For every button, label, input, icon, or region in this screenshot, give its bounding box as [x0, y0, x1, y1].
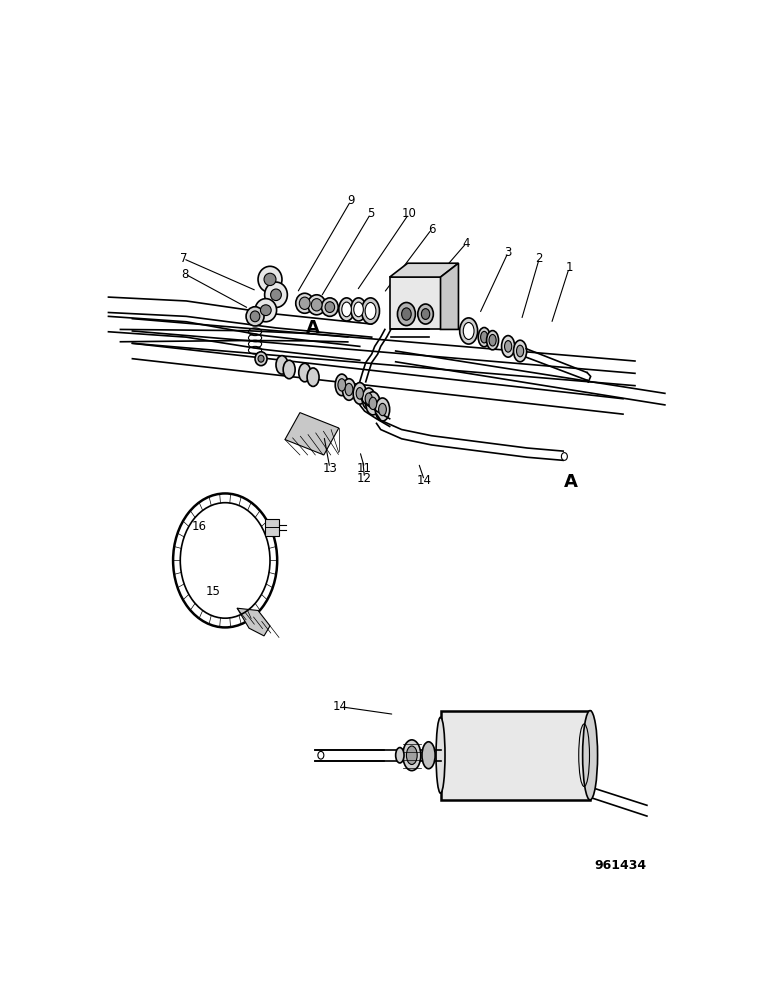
Text: A: A	[564, 473, 577, 491]
Text: 3: 3	[504, 246, 512, 259]
Text: 961434: 961434	[594, 859, 646, 872]
Text: 12: 12	[357, 472, 372, 485]
Ellipse shape	[365, 302, 376, 319]
Ellipse shape	[422, 309, 430, 319]
Text: 11: 11	[357, 462, 372, 475]
Ellipse shape	[401, 308, 411, 320]
Ellipse shape	[255, 299, 276, 322]
Ellipse shape	[356, 388, 364, 399]
Ellipse shape	[361, 298, 380, 324]
Bar	[265, 519, 279, 536]
Ellipse shape	[353, 383, 367, 404]
Ellipse shape	[378, 403, 386, 416]
Bar	[441, 711, 590, 800]
Ellipse shape	[486, 331, 499, 350]
Ellipse shape	[264, 273, 276, 286]
Ellipse shape	[258, 355, 264, 362]
Ellipse shape	[375, 398, 390, 421]
Ellipse shape	[502, 336, 515, 357]
Text: A: A	[306, 319, 320, 337]
Ellipse shape	[478, 328, 490, 347]
Ellipse shape	[345, 383, 353, 396]
Polygon shape	[237, 608, 270, 636]
Text: 15: 15	[205, 585, 221, 598]
Text: 16: 16	[192, 520, 207, 533]
Ellipse shape	[311, 299, 322, 311]
Ellipse shape	[583, 711, 598, 800]
Ellipse shape	[342, 302, 351, 317]
Ellipse shape	[318, 751, 324, 759]
Text: 14: 14	[333, 700, 348, 713]
Ellipse shape	[308, 295, 326, 315]
Ellipse shape	[300, 297, 310, 309]
Ellipse shape	[260, 305, 271, 316]
Ellipse shape	[354, 302, 364, 317]
Ellipse shape	[436, 717, 445, 793]
Ellipse shape	[365, 393, 372, 405]
Ellipse shape	[396, 748, 404, 763]
Ellipse shape	[418, 304, 433, 324]
Ellipse shape	[335, 374, 348, 396]
Ellipse shape	[265, 282, 287, 307]
Ellipse shape	[343, 379, 356, 400]
Ellipse shape	[338, 379, 346, 391]
Ellipse shape	[296, 293, 313, 313]
Ellipse shape	[516, 345, 523, 357]
Ellipse shape	[339, 298, 354, 321]
Text: 8: 8	[181, 267, 188, 280]
Ellipse shape	[255, 352, 267, 366]
Ellipse shape	[369, 397, 377, 410]
Ellipse shape	[271, 289, 281, 301]
Text: 10: 10	[401, 207, 416, 220]
Text: 6: 6	[428, 223, 435, 236]
Ellipse shape	[366, 392, 380, 415]
Polygon shape	[390, 277, 441, 329]
Circle shape	[181, 503, 270, 618]
Ellipse shape	[246, 307, 264, 326]
Ellipse shape	[283, 360, 295, 379]
Ellipse shape	[513, 340, 527, 362]
Ellipse shape	[463, 323, 474, 339]
Ellipse shape	[350, 298, 367, 321]
Ellipse shape	[489, 334, 496, 346]
Text: 5: 5	[367, 207, 374, 220]
Ellipse shape	[307, 368, 319, 386]
Ellipse shape	[459, 318, 478, 344]
Ellipse shape	[321, 298, 338, 316]
Ellipse shape	[481, 331, 488, 343]
Ellipse shape	[398, 302, 415, 326]
Polygon shape	[285, 413, 339, 455]
Polygon shape	[390, 263, 459, 277]
Ellipse shape	[250, 311, 260, 322]
Ellipse shape	[505, 341, 512, 352]
Text: 13: 13	[323, 462, 337, 475]
Ellipse shape	[325, 302, 334, 312]
Ellipse shape	[403, 740, 421, 771]
Ellipse shape	[561, 453, 567, 460]
Ellipse shape	[362, 388, 375, 410]
Ellipse shape	[422, 742, 435, 769]
Text: 7: 7	[180, 252, 187, 265]
Text: 4: 4	[462, 237, 470, 250]
Ellipse shape	[258, 266, 282, 292]
Text: 14: 14	[417, 474, 432, 487]
Text: 2: 2	[536, 252, 543, 265]
Ellipse shape	[406, 746, 417, 764]
Text: 1: 1	[565, 261, 573, 274]
Polygon shape	[441, 263, 459, 329]
Ellipse shape	[276, 356, 288, 374]
Text: 9: 9	[347, 194, 354, 207]
Ellipse shape	[299, 363, 310, 382]
